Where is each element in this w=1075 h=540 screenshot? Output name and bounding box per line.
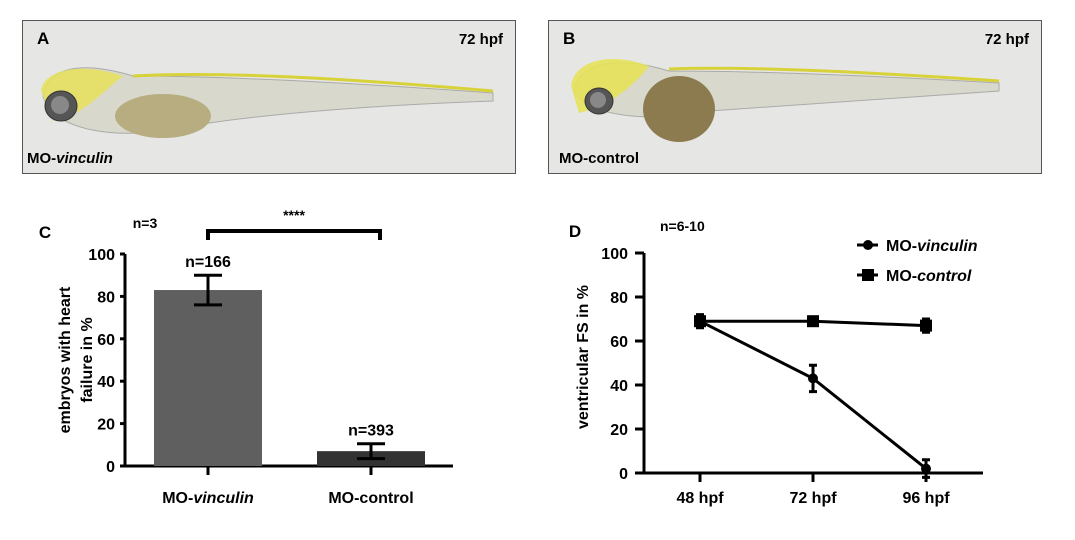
data-point-MO-vinculin	[921, 463, 931, 474]
legend-marker-square	[862, 269, 874, 281]
label-prefix: MO-	[27, 150, 57, 167]
panel-a-letter: A	[37, 29, 50, 48]
y-axis-label: ventricular FS in %	[575, 285, 592, 429]
significance-stars: ****	[283, 207, 305, 223]
panel-c-n-label: n=3	[133, 215, 158, 231]
label-italic: vinculin	[56, 150, 113, 167]
panel-b-letter: B	[563, 29, 576, 48]
y-tick-label: 60	[610, 334, 628, 351]
panel-c-letter: C	[39, 223, 51, 242]
panel-b-stage: 72 hpf	[984, 31, 1029, 48]
data-point-MO-control	[807, 315, 819, 328]
error-bar	[194, 273, 222, 307]
zebrafish-embryo-control	[571, 58, 1000, 142]
series-line-MO-vinculin	[699, 319, 927, 470]
y-tick-label: 40	[610, 378, 628, 395]
bar-n-label: n=166	[185, 254, 231, 271]
panel-d-letter: D	[569, 222, 581, 241]
error-bar	[357, 442, 385, 461]
text-part: MO-	[886, 238, 917, 255]
y-tick-label: 100	[88, 247, 115, 264]
panel-d-n-label: n=6-10	[660, 218, 705, 234]
text-part: MO-control	[328, 490, 413, 507]
y-tick-label: 20	[610, 422, 628, 439]
text-italic-part: control	[917, 268, 972, 285]
text-part: MO-	[162, 490, 193, 507]
panel-b-image: B 72 hpf MO-control	[548, 20, 1042, 174]
data-point-MO-control	[920, 319, 932, 332]
panel-b-label: MO-control	[559, 150, 639, 167]
y-axis-label: embryos with heart failure in %	[57, 286, 96, 433]
y-tick-label: 40	[97, 374, 115, 391]
text-part: MO-	[886, 268, 917, 285]
panel-a-label: MO-vinculin	[27, 150, 113, 167]
panel-a-stage: 72 hpf	[458, 31, 503, 48]
y-axis-label-line: embryos with heart	[57, 286, 74, 433]
y-tick-label: 80	[610, 290, 628, 307]
panel-a-image: A 72 hpf MO-vinculin	[22, 20, 516, 174]
y-tick-label: 60	[97, 332, 115, 349]
bar-MO-vinculin	[154, 290, 262, 466]
x-tick-label: 96 hpf	[902, 490, 950, 507]
legend-label-MO-vinculin: MO-vinculin	[886, 238, 978, 255]
significance-bracket	[206, 229, 382, 240]
y-tick-label: 80	[97, 289, 115, 306]
y-tick-label: 0	[106, 459, 115, 476]
data-point-MO-vinculin	[808, 373, 818, 384]
x-tick-label: 72 hpf	[789, 490, 837, 507]
data-point-MO-control	[694, 315, 706, 328]
legend-marker-circle	[863, 240, 873, 250]
legend-label-MO-control: MO-control	[886, 268, 972, 285]
x-tick-label: MO-vinculin	[162, 490, 254, 507]
text-italic-part: vinculin	[917, 238, 978, 255]
y-tick-label: 0	[619, 466, 628, 483]
y-axis-label-line: failure in %	[79, 317, 96, 402]
zebrafish-embryo-vinculin	[41, 67, 494, 138]
x-tick-label: 48 hpf	[676, 490, 724, 507]
y-tick-label: 20	[97, 417, 115, 434]
text-italic-part: vinculin	[193, 490, 254, 507]
x-tick-label: MO-control	[328, 490, 413, 507]
bar-n-label: n=393	[348, 423, 394, 440]
y-tick-label: 100	[601, 246, 628, 263]
